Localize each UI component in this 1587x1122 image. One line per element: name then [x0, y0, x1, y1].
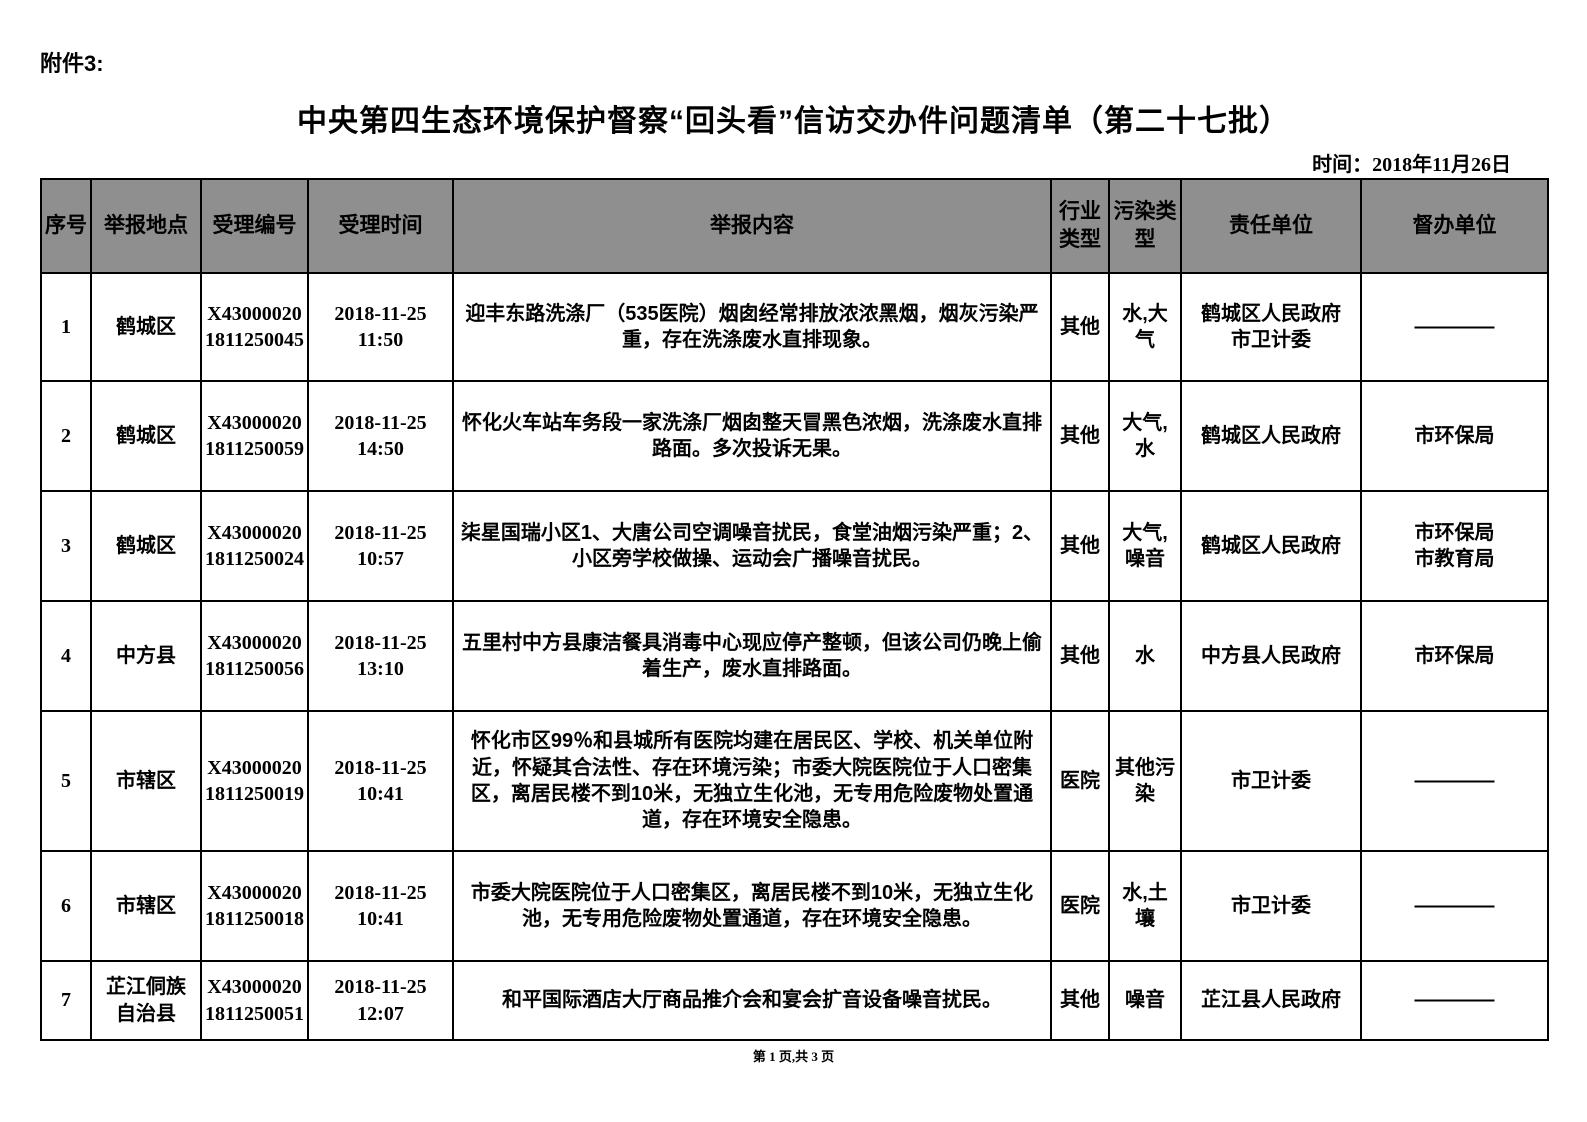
cell-serial: 1: [40, 272, 92, 382]
table-row: 7 芷江侗族 自治县 X430000201811250051 2018-11-2…: [40, 960, 1549, 1041]
cell-supervisor: 市环保局 市教育局: [1360, 490, 1549, 602]
cell-content: 和平国际酒店大厅商品推介会和宴会扩音设备噪音扰民。: [452, 960, 1052, 1041]
cell-location: 鹤城区: [90, 490, 202, 602]
cell-time: 2018-11-25 10:57: [307, 490, 454, 602]
cell-industry: 其他: [1050, 960, 1110, 1041]
cell-responsible: 市卫计委: [1180, 710, 1362, 852]
col-header-serial: 序号: [40, 178, 92, 274]
cell-case-id: X430000201811250045: [200, 272, 309, 382]
cell-industry: 其他: [1050, 380, 1110, 492]
cell-location: 市辖区: [90, 850, 202, 962]
cell-supervisor: ————: [1360, 710, 1549, 852]
attachment-label: 附件3:: [40, 51, 104, 76]
cell-responsible: 芷江县人民政府: [1180, 960, 1362, 1041]
cell-location: 鹤城区: [90, 380, 202, 492]
cell-time: 2018-11-25 11:50: [307, 272, 454, 382]
cell-case-id: X430000201811250056: [200, 600, 309, 712]
col-header-location: 举报地点: [90, 178, 202, 274]
cell-location: 中方县: [90, 600, 202, 712]
cell-pollution: 其他污染: [1108, 710, 1182, 852]
complaints-table: 序号 举报地点 受理编号 受理时间 举报内容 行业类型 污染类型 责任单位 督办…: [40, 178, 1549, 1041]
cell-supervisor: ————: [1360, 272, 1549, 382]
cell-case-id: X430000201811250051: [200, 960, 309, 1041]
cell-serial: 7: [40, 960, 92, 1041]
cell-time: 2018-11-25 12:07: [307, 960, 454, 1041]
cell-responsible: 中方县人民政府: [1180, 600, 1362, 712]
table-row: 4 中方县 X430000201811250056 2018-11-25 13:…: [40, 600, 1549, 712]
cell-content: 五里村中方县康洁餐具消毒中心现应停产整顿，但该公司仍晚上偷着生产，废水直排路面。: [452, 600, 1052, 712]
page-footer: 第 1 页,共 3 页: [752, 1049, 835, 1064]
cell-time: 2018-11-25 10:41: [307, 710, 454, 852]
col-header-industry: 行业类型: [1050, 178, 1110, 274]
cell-case-id: X430000201811250019: [200, 710, 309, 852]
cell-content: 怀化市区99％和县城所有医院均建在居民区、学校、机关单位附近，怀疑其合法性、存在…: [452, 710, 1052, 852]
cell-pollution: 大气,水: [1108, 380, 1182, 492]
cell-responsible: 鹤城区人民政府: [1180, 380, 1362, 492]
cell-serial: 5: [40, 710, 92, 852]
cell-industry: 医院: [1050, 850, 1110, 962]
cell-supervisor: ————: [1360, 850, 1549, 962]
cell-serial: 2: [40, 380, 92, 492]
cell-serial: 4: [40, 600, 92, 712]
col-header-case-id: 受理编号: [200, 178, 309, 274]
cell-serial: 3: [40, 490, 92, 602]
cell-supervisor: ————: [1360, 960, 1549, 1041]
cell-serial: 6: [40, 850, 92, 962]
cell-pollution: 水: [1108, 600, 1182, 712]
cell-location: 市辖区: [90, 710, 202, 852]
page-title: 中央第四生态环境保护督察“回头看”信访交办件问题清单（第二十七批）: [297, 105, 1290, 138]
col-header-pollution: 污染类型: [1108, 178, 1182, 274]
table-header-row: 序号 举报地点 受理编号 受理时间 举报内容 行业类型 污染类型 责任单位 督办…: [40, 178, 1549, 274]
col-header-time: 受理时间: [307, 178, 454, 274]
table-row: 1 鹤城区 X430000201811250045 2018-11-25 11:…: [40, 272, 1549, 382]
cell-location: 鹤城区: [90, 272, 202, 382]
cell-responsible: 鹤城区人民政府 市卫计委: [1180, 272, 1362, 382]
cell-time: 2018-11-25 14:50: [307, 380, 454, 492]
col-header-content: 举报内容: [452, 178, 1052, 274]
cell-content: 怀化火车站车务段一家洗涤厂烟囱整天冒黑色浓烟，洗涤废水直排路面。多次投诉无果。: [452, 380, 1052, 492]
cell-industry: 其他: [1050, 600, 1110, 712]
table-row: 2 鹤城区 X430000201811250059 2018-11-25 14:…: [40, 380, 1549, 492]
cell-pollution: 水,土壤: [1108, 850, 1182, 962]
cell-content: 柒星国瑞小区1、大唐公司空调噪音扰民，食堂油烟污染严重；2、小区旁学校做操、运动…: [452, 490, 1052, 602]
cell-time: 2018-11-25 10:41: [307, 850, 454, 962]
cell-location: 芷江侗族 自治县: [90, 960, 202, 1041]
cell-industry: 其他: [1050, 490, 1110, 602]
cell-time: 2018-11-25 13:10: [307, 600, 454, 712]
cell-supervisor: 市环保局: [1360, 600, 1549, 712]
date-label: 时间：2018年11月26日: [1312, 154, 1511, 176]
cell-supervisor: 市环保局: [1360, 380, 1549, 492]
cell-responsible: 市卫计委: [1180, 850, 1362, 962]
cell-content: 迎丰东路洗涤厂（535医院）烟囱经常排放浓浓黑烟，烟灰污染严重，存在洗涤废水直排…: [452, 272, 1052, 382]
cell-pollution: 水,大气: [1108, 272, 1182, 382]
cell-case-id: X430000201811250024: [200, 490, 309, 602]
cell-content: 市委大院医院位于人口密集区，离居民楼不到10米，无独立生化池，无专用危险废物处置…: [452, 850, 1052, 962]
table-row: 3 鹤城区 X430000201811250024 2018-11-25 10:…: [40, 490, 1549, 602]
cell-case-id: X430000201811250018: [200, 850, 309, 962]
cell-pollution: 噪音: [1108, 960, 1182, 1041]
cell-responsible: 鹤城区人民政府: [1180, 490, 1362, 602]
cell-industry: 医院: [1050, 710, 1110, 852]
cell-pollution: 大气,噪音: [1108, 490, 1182, 602]
table-row: 6 市辖区 X430000201811250018 2018-11-25 10:…: [40, 850, 1549, 962]
col-header-supervisor: 督办单位: [1360, 178, 1549, 274]
table-row: 5 市辖区 X430000201811250019 2018-11-25 10:…: [40, 710, 1549, 852]
cell-industry: 其他: [1050, 272, 1110, 382]
col-header-responsible: 责任单位: [1180, 178, 1362, 274]
cell-case-id: X430000201811250059: [200, 380, 309, 492]
